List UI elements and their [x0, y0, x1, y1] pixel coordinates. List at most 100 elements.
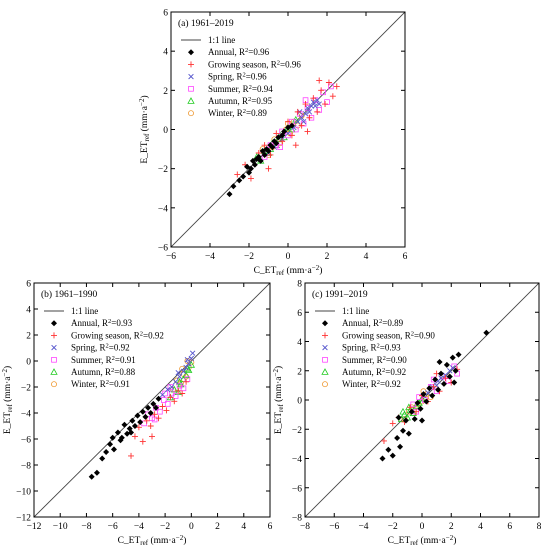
legend-label: Annual, R2=0.96 — [208, 47, 270, 57]
data-point — [184, 358, 191, 364]
data-point — [134, 412, 141, 419]
x-tick-label: 0 — [286, 252, 291, 262]
data-point — [445, 378, 452, 384]
y-tick-label: −6 — [292, 484, 302, 494]
x-tick-label: 4 — [241, 522, 246, 532]
data-point — [267, 151, 274, 158]
data-point — [118, 434, 125, 441]
data-point — [265, 148, 272, 155]
data-point — [185, 366, 193, 373]
x-tick-label: −4 — [134, 522, 144, 532]
legend-label: Summer, R2=0.91 — [71, 355, 136, 365]
data-point — [329, 93, 336, 100]
data-point — [417, 405, 424, 412]
legend-marker — [322, 381, 328, 388]
data-point — [414, 399, 421, 406]
data-point — [99, 455, 106, 462]
plot-frame — [33, 282, 271, 518]
data-point — [159, 403, 166, 410]
data-point — [240, 173, 247, 180]
data-point — [285, 118, 291, 125]
data-point — [292, 126, 299, 133]
data-point — [420, 391, 427, 398]
y-axis-label: E_ETref (mm·a−2) — [138, 95, 151, 163]
data-point — [128, 452, 135, 459]
legend-label: Winter, R2=0.89 — [208, 108, 267, 118]
data-point — [188, 359, 195, 366]
legend-label: Growing season, R2=0.92 — [71, 330, 164, 340]
y-tick-label: −4 — [21, 410, 31, 420]
data-point — [164, 401, 171, 407]
data-point — [139, 438, 146, 445]
data-point — [185, 360, 192, 367]
legend-label: 1:1 line — [342, 306, 369, 316]
data-point — [292, 142, 299, 149]
data-point — [423, 398, 430, 405]
data-point — [449, 354, 456, 361]
y-tick-label: 2 — [297, 367, 302, 377]
legend: 1:1 line Annual, R2=0.93 Growing season, R… — [44, 306, 164, 389]
x-tick-label: −4 — [358, 522, 368, 532]
data-point — [155, 415, 162, 422]
data-point — [418, 394, 426, 402]
data-point — [142, 413, 149, 420]
panel-title: (c) 1991–2019 — [312, 289, 368, 300]
legend: 1:1 line Annual, R2=0.96 Growing season, R… — [181, 35, 301, 118]
data-point — [316, 77, 323, 84]
data-point — [385, 446, 392, 453]
y-tick-label: −8 — [292, 514, 302, 524]
legend-marker — [322, 356, 328, 363]
data-point — [147, 423, 154, 429]
legend-marker — [322, 320, 328, 327]
y-tick-label: 4 — [163, 48, 168, 58]
data-point — [88, 473, 95, 480]
y-tick-label: 2 — [26, 332, 31, 342]
data-point — [429, 392, 436, 399]
data-point — [440, 380, 447, 387]
legend-label: Annual, R2=0.93 — [71, 318, 133, 328]
data-point — [435, 386, 442, 393]
data-point — [131, 433, 138, 440]
x-tick-label: −2 — [160, 522, 170, 532]
data-point — [314, 108, 321, 115]
data-point — [159, 392, 166, 398]
data-point — [152, 404, 159, 411]
data-point — [172, 379, 179, 385]
x-tick-label: −12 — [27, 522, 42, 532]
legend-marker — [51, 356, 57, 363]
data-point — [183, 364, 189, 371]
legend: 1:1 line Annual, R2=0.89 Growing season, R… — [315, 306, 435, 389]
data-point — [310, 99, 317, 105]
x-tick-label: 2 — [449, 522, 454, 532]
data-point — [182, 371, 190, 379]
y-tick-label: −10 — [16, 488, 31, 498]
data-point — [265, 165, 272, 172]
data-point — [411, 416, 418, 423]
x-axis-label: C_ETref (mm·a−2) — [118, 534, 187, 547]
data-point — [395, 414, 402, 421]
data-point — [277, 144, 283, 150]
y-tick-label: 6 — [297, 309, 302, 319]
data-point — [294, 108, 301, 115]
data-point — [162, 390, 168, 397]
data-point — [109, 434, 116, 441]
x-tick-label: −8 — [81, 522, 91, 532]
data-point — [257, 157, 264, 164]
data-point — [408, 408, 415, 415]
data-point — [438, 370, 445, 377]
data-point — [180, 368, 187, 375]
data-point — [234, 171, 241, 178]
data-point — [302, 111, 309, 117]
data-point — [179, 390, 186, 397]
legend-label: Growing season, R2=0.90 — [342, 330, 435, 340]
y-tick-label: −2 — [158, 165, 168, 175]
y-tick-label: −2 — [21, 384, 31, 394]
data-point — [389, 452, 396, 459]
x-tick-label: 6 — [268, 522, 273, 532]
data-points — [226, 77, 340, 198]
data-points — [88, 350, 196, 480]
data-point — [443, 361, 450, 368]
data-point — [394, 435, 401, 442]
data-point — [302, 101, 309, 108]
legend-marker — [188, 49, 194, 56]
